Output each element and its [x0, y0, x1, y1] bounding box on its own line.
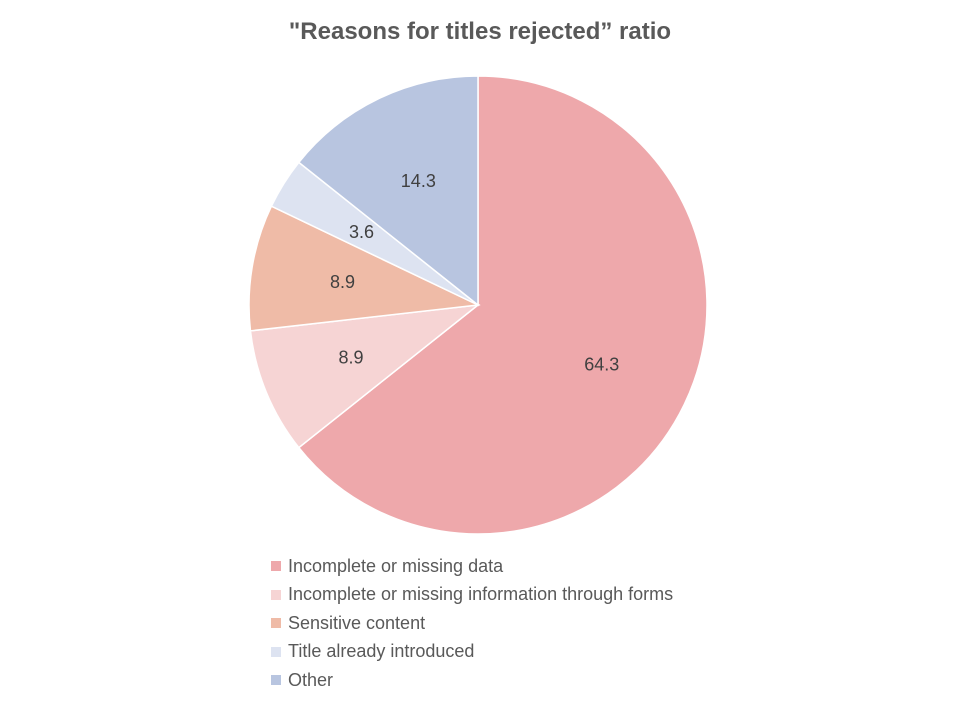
slice-data-label-5: 14.3	[401, 171, 436, 191]
legend-swatch	[271, 589, 281, 600]
pie-slice-2	[249, 303, 481, 449]
legend-swatch	[271, 618, 281, 629]
slice-data-label-4: 3.6	[349, 222, 374, 242]
legend-item: Title already introduced	[271, 638, 751, 667]
pie-slice-3	[248, 205, 481, 332]
legend: Incomplete or missing data Incomplete or …	[271, 552, 751, 695]
legend-item: Incomplete or missing information throug…	[271, 581, 751, 610]
pie-slice-5	[297, 75, 479, 307]
legend-label: Incomplete or missing data	[288, 555, 504, 576]
legend-item: Incomplete or missing data	[271, 552, 751, 581]
legend-label: Other	[288, 669, 334, 690]
legend-swatch	[271, 646, 281, 657]
legend-label: Sensitive content	[288, 612, 426, 633]
slice-data-label-3: 8.9	[330, 272, 355, 292]
legend-item: Other	[271, 666, 751, 695]
pie-slice-1	[297, 75, 708, 535]
slice-data-label-2: 8.9	[339, 348, 364, 368]
legend-swatch	[271, 561, 281, 572]
legend-item: Sensitive content	[271, 609, 751, 638]
chart-title: "Reasons for titles rejected” ratio	[288, 18, 672, 45]
legend-swatch	[271, 675, 281, 686]
slice-data-label-1: 64.3	[584, 355, 619, 375]
legend-label: Incomplete or missing information throug…	[288, 584, 674, 605]
legend-label: Title already introduced	[288, 641, 475, 662]
